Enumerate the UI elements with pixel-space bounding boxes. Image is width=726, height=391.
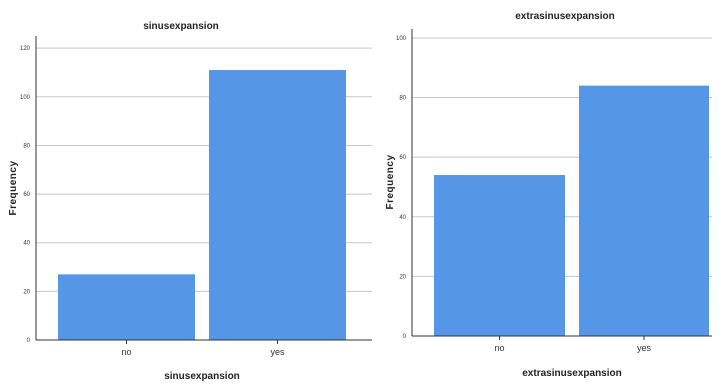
plot-area: 0 20 40 60 80 100 no yes	[396, 29, 712, 353]
y-tick-label: 20	[399, 274, 406, 280]
chart-title: extrasinusexpansion	[515, 11, 614, 22]
y-tick-label: 60	[23, 192, 30, 198]
x-tick-label: no	[121, 347, 131, 357]
bar-no	[434, 175, 565, 336]
y-tick-label: 80	[23, 143, 30, 149]
chart-extrasinusexpansion: extrasinusexpansion Frequency extrasinus…	[385, 11, 712, 379]
bar-yes	[579, 85, 709, 336]
y-tick-label: 100	[20, 95, 31, 101]
x-axis-label: sinusexpansion	[164, 371, 240, 382]
y-tick-label: 40	[23, 241, 30, 247]
y-tick-label: 80	[399, 96, 406, 102]
chart-title: sinusexpansion	[143, 21, 219, 32]
y-tick-label: 0	[27, 338, 31, 344]
y-tick-label: 100	[396, 36, 407, 42]
y-tick-label: 20	[23, 289, 30, 295]
y-tick-label: 120	[20, 46, 31, 52]
bar-yes	[209, 70, 346, 340]
plot-area: 0 20 40 60 80 100 120 no yes	[20, 36, 372, 357]
x-tick-label: yes	[270, 347, 285, 357]
y-axis-label: Frequency	[8, 160, 19, 215]
y-axis-label: Frequency	[385, 154, 396, 209]
x-tick-label: no	[494, 343, 504, 353]
x-axis-label: extrasinusexpansion	[522, 368, 621, 379]
bar-no	[58, 274, 195, 340]
y-tick-label: 40	[399, 215, 406, 221]
x-tick-label: yes	[637, 343, 652, 353]
chart-sinusexpansion: sinusexpansion Frequency sinusexpansion …	[8, 21, 372, 382]
y-tick-label: 0	[403, 334, 407, 340]
y-tick-label: 60	[399, 155, 406, 161]
